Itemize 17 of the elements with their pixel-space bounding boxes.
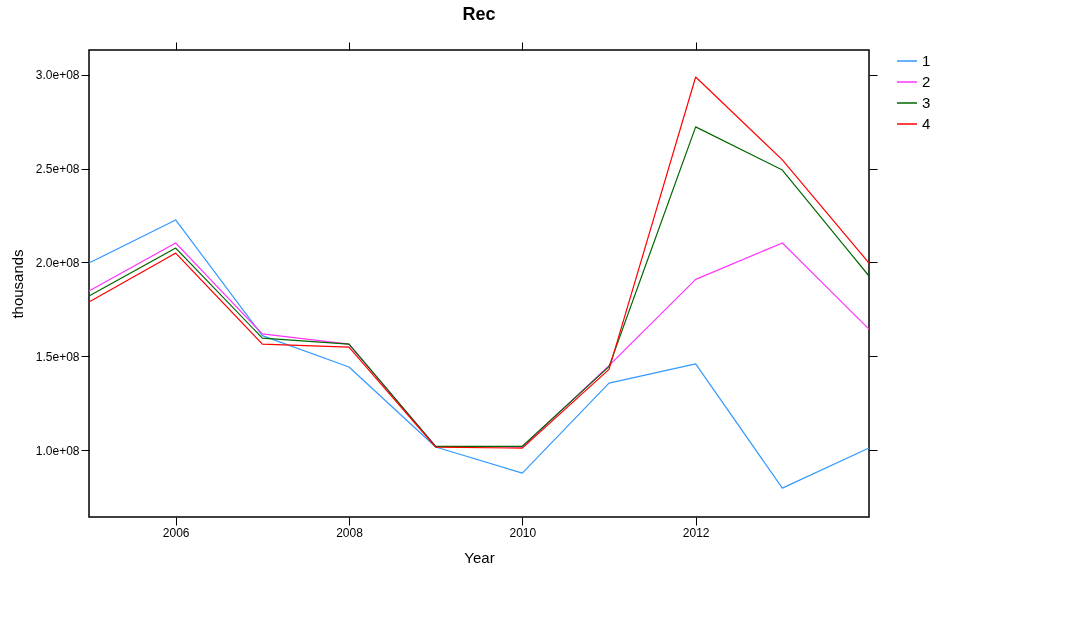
legend-label: 2 [922,73,931,90]
chart-title: Rec [462,3,496,24]
y-tick-label: 2.5e+08 [35,162,80,177]
x-tick-label: 2008 [336,525,364,540]
x-tick-label: 2012 [682,525,710,540]
y-tick-label: 1.5e+08 [35,349,80,364]
y-tick-label: 2.0e+08 [35,255,80,270]
legend-label: 3 [922,94,931,111]
legend-label: 4 [922,115,931,132]
y-tick-label: 1.0e+08 [35,443,80,458]
x-tick-label: 2006 [162,525,190,540]
x-tick-label: 2010 [509,525,537,540]
x-axis-title: Year [464,548,495,566]
line-series [88,219,870,489]
legend-label: 1 [922,52,931,69]
y-tick-label: 3.0e+08 [35,68,80,83]
y-axis-title: thousands [8,249,26,319]
